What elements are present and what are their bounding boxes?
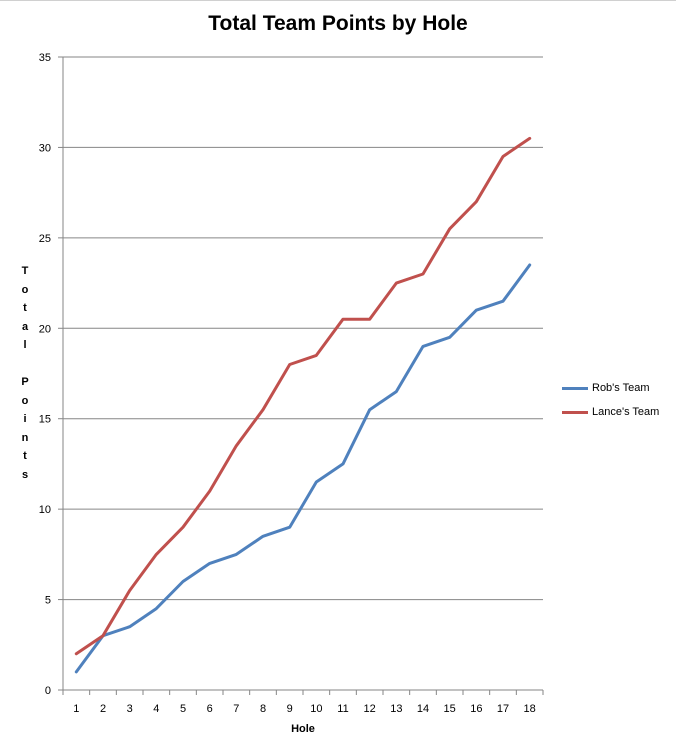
y-tick-label: 10 xyxy=(39,504,51,516)
legend-label: Rob's Team xyxy=(592,382,650,394)
x-tick-label: 8 xyxy=(260,703,266,715)
y-tick-label: 0 xyxy=(45,685,51,697)
y-axis-title-letter: a xyxy=(21,320,29,333)
legend: Rob's Team Lance's Team xyxy=(562,376,659,424)
y-axis-title-letter: t xyxy=(23,450,27,462)
y-tick-label: 20 xyxy=(39,323,51,335)
x-tick-label: 1 xyxy=(73,703,79,715)
x-tick-label: 13 xyxy=(390,703,402,715)
y-axis-title-letter: s xyxy=(21,468,29,481)
y-tick-label: 15 xyxy=(39,414,51,426)
y-tick-label: 35 xyxy=(39,52,51,64)
y-tick-label: 5 xyxy=(45,595,51,607)
series-line-lance-s-team xyxy=(74,136,532,656)
x-tick-label: 15 xyxy=(444,703,456,715)
top-border xyxy=(0,0,676,1)
x-tick-label: 11 xyxy=(337,703,348,715)
y-tick-label: 30 xyxy=(39,142,51,154)
series-line-rob-s-team xyxy=(74,263,532,674)
legend-item: Lance's Team xyxy=(562,400,659,424)
legend-label: Lance's Team xyxy=(592,406,660,418)
x-tick-label: 12 xyxy=(364,703,376,715)
y-axis-title-letter: i xyxy=(23,413,27,425)
y-axis-title-letter: T xyxy=(21,265,29,277)
x-tick-label: 4 xyxy=(153,703,159,715)
x-tick-label: 16 xyxy=(470,703,482,715)
y-axis-title-letter: n xyxy=(21,431,29,444)
y-axis-title-letter: l xyxy=(23,339,27,351)
grid-layer xyxy=(63,56,543,601)
x-tick-label: 14 xyxy=(417,703,429,715)
x-tick-label: 9 xyxy=(287,703,293,715)
x-tick-label: 10 xyxy=(310,703,322,715)
legend-swatch xyxy=(562,410,588,414)
x-tick-label: 3 xyxy=(127,703,133,715)
legend-item: Rob's Team xyxy=(562,376,659,400)
x-tick-label: 5 xyxy=(180,703,186,715)
y-axis-title-letter: o xyxy=(21,394,29,407)
x-tick-label: 2 xyxy=(100,703,106,715)
chart-title: Total Team Points by Hole xyxy=(208,12,468,35)
series-layer xyxy=(74,136,532,674)
x-tick-label: 18 xyxy=(524,703,536,715)
legend-swatch xyxy=(562,386,588,390)
x-tick-label: 6 xyxy=(207,703,213,715)
y-axis-title-letter: t xyxy=(23,302,27,314)
y-axis-title-letter: P xyxy=(21,376,29,388)
y-axis-title-letter: o xyxy=(21,283,29,296)
x-tick-label: 7 xyxy=(233,703,239,715)
y-tick-label: 25 xyxy=(39,233,51,245)
x-axis-title: Hole xyxy=(291,723,315,735)
x-tick-label: 17 xyxy=(497,703,509,715)
